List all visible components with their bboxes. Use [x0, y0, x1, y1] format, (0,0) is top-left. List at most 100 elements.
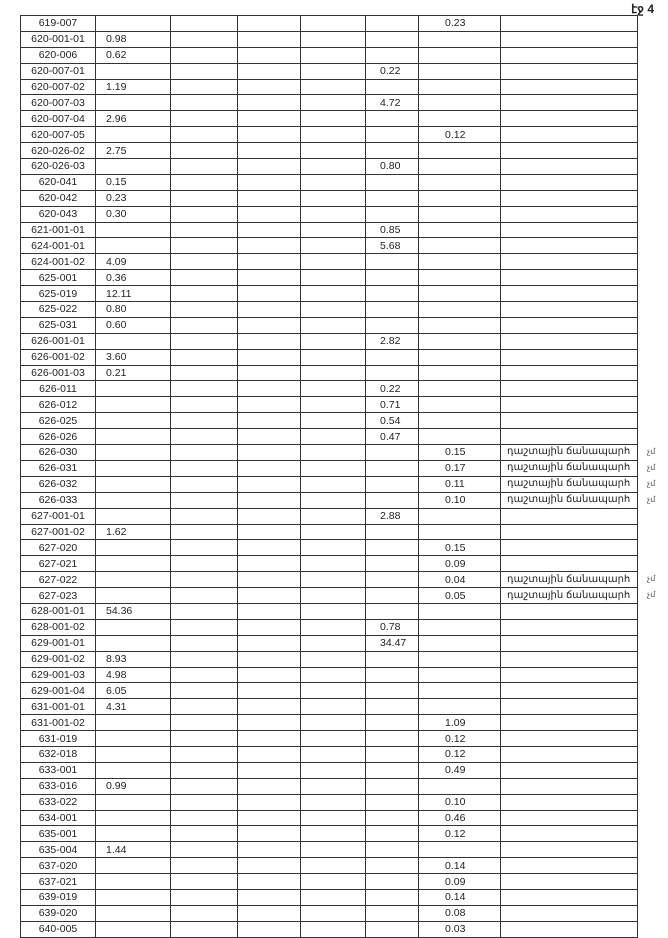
note-cell-text: դաշտային ճանապարհ — [507, 446, 631, 458]
value-col-5-text: 0.78 — [380, 621, 401, 634]
parcel-code-text: 629-001-02 — [31, 653, 85, 666]
parcel-code: 628-001-01 — [20, 602, 96, 620]
value-col-5: 0.78 — [365, 618, 419, 636]
value-col-1 — [95, 15, 171, 32]
table-row: 639-019 0.14 — [20, 888, 638, 906]
parcel-code-text: 631-001-02 — [31, 716, 85, 729]
empty-col-2 — [170, 62, 238, 80]
empty-col-4 — [300, 158, 366, 175]
empty-col-3 — [237, 539, 301, 557]
value-col-1-text: 0.21 — [106, 367, 127, 380]
note-cell-text: դաշտային ճանապարհ — [507, 589, 631, 601]
parcel-code-text: 640-005 — [38, 923, 78, 936]
note-cell — [500, 682, 638, 700]
empty-col-4 — [300, 221, 366, 239]
parcel-code: 633-022 — [20, 793, 96, 811]
value-col-1-text: 12.11 — [106, 287, 132, 300]
empty-col-2 — [170, 301, 238, 318]
table-row: 620-006 0.62 — [20, 46, 638, 64]
table-row: 634-001 0.46 — [20, 809, 638, 827]
value-col-5-text: 0.47 — [380, 430, 401, 443]
parcel-code-text: 631-019 — [38, 732, 78, 745]
empty-col-3 — [237, 428, 301, 446]
empty-col-4 — [300, 587, 366, 604]
empty-col-2 — [170, 475, 238, 493]
value-col-6 — [418, 602, 501, 620]
value-col-5 — [365, 825, 419, 843]
value-col-1: 0.15 — [95, 173, 171, 191]
parcel-code-text: 628-001-01 — [31, 605, 85, 618]
note-cell: դաշտային ճանապարհ չմ — [500, 571, 655, 589]
value-col-1: 0.21 — [95, 364, 171, 382]
value-col-6: 0.12 — [418, 745, 501, 763]
value-col-1-text: 4.09 — [106, 255, 127, 268]
note-cell — [500, 332, 638, 350]
value-col-5: 0.22 — [365, 62, 419, 80]
empty-col-2 — [170, 602, 238, 620]
note-cell — [500, 30, 638, 48]
parcel-code: 626-001-02 — [20, 348, 96, 366]
value-col-5-text: 5.68 — [380, 239, 401, 252]
empty-col-3 — [237, 920, 301, 938]
value-col-1-text: 1.44 — [106, 843, 127, 856]
value-col-1 — [95, 221, 171, 239]
value-col-6 — [418, 158, 501, 175]
parcel-code-text: 620-042 — [38, 192, 78, 205]
table-row: 629-001-01 34.47 — [20, 634, 638, 652]
table-row: 620-042 0.23 — [20, 189, 638, 207]
parcel-code-text: 620-007-05 — [31, 128, 85, 141]
value-col-6 — [418, 523, 501, 541]
value-col-1: 0.62 — [95, 46, 171, 64]
parcel-code: 635-001 — [20, 825, 96, 843]
parcel-code: 634-001 — [20, 809, 96, 827]
table-row: 628-001-02 0.78 — [20, 618, 638, 636]
empty-col-4 — [300, 761, 366, 779]
parcel-code: 626-026 — [20, 428, 96, 446]
parcel-code-text: 633-022 — [38, 796, 78, 809]
parcel-code-text: 620-007-04 — [31, 112, 85, 125]
value-col-6-text: 0.09 — [445, 557, 466, 570]
parcel-code-text: 637-021 — [38, 875, 78, 888]
parcel-code: 620-007-05 — [20, 126, 96, 144]
note-cell — [500, 364, 638, 382]
value-col-6 — [418, 237, 501, 255]
parcel-code: 624-001-01 — [20, 237, 96, 255]
parcel-code-text: 625-022 — [38, 303, 78, 316]
note-cell — [500, 412, 638, 430]
value-col-1 — [95, 62, 171, 80]
parcel-code-text: 620-026-02 — [31, 144, 85, 157]
parcel-code: 620-041 — [20, 173, 96, 191]
note-cell — [500, 618, 638, 636]
table-row: 627-001-01 2.88 — [20, 507, 638, 525]
value-col-5 — [365, 30, 419, 48]
empty-col-3 — [237, 602, 301, 620]
table-row: 627-001-02 1.62 — [20, 523, 638, 541]
value-col-5 — [365, 444, 419, 461]
value-col-1-text: 0.30 — [106, 208, 127, 221]
value-col-5 — [365, 78, 419, 96]
value-col-6: 0.10 — [418, 793, 501, 811]
empty-col-2 — [170, 825, 238, 843]
value-col-6 — [418, 364, 501, 382]
value-col-5: 5.68 — [365, 237, 419, 255]
value-col-1-text: 0.99 — [106, 780, 127, 793]
value-col-6-text: 1.09 — [445, 716, 466, 729]
parcel-code: 627-001-02 — [20, 523, 96, 541]
empty-col-2 — [170, 316, 238, 334]
parcel-code-text: 626-032 — [38, 478, 78, 491]
value-col-6: 0.23 — [418, 15, 501, 32]
empty-col-2 — [170, 237, 238, 255]
value-col-1: 1.19 — [95, 78, 171, 96]
empty-col-2 — [170, 348, 238, 366]
value-col-1 — [95, 396, 171, 414]
table-row: 639-020 0.08 — [20, 904, 638, 922]
value-col-1: 0.30 — [95, 205, 171, 223]
table-row: 627-023 0.05 դաշտային ճանապարհ չմ — [20, 587, 655, 604]
empty-col-4 — [300, 523, 366, 541]
empty-col-4 — [300, 539, 366, 557]
empty-col-3 — [237, 173, 301, 191]
value-col-5 — [365, 173, 419, 191]
value-col-5: 2.88 — [365, 507, 419, 525]
margin-mark: չմ — [647, 447, 656, 457]
empty-col-4 — [300, 253, 366, 271]
